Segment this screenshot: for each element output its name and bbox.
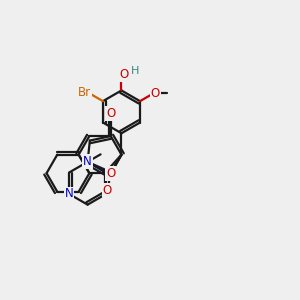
Text: N: N (65, 188, 74, 200)
Text: O: O (103, 184, 112, 197)
Text: N: N (83, 155, 92, 168)
Text: O: O (151, 87, 160, 100)
Text: O: O (120, 68, 129, 81)
Text: O: O (106, 107, 116, 120)
Text: Br: Br (78, 85, 91, 99)
Text: H: H (131, 66, 139, 76)
Text: O: O (106, 167, 116, 180)
